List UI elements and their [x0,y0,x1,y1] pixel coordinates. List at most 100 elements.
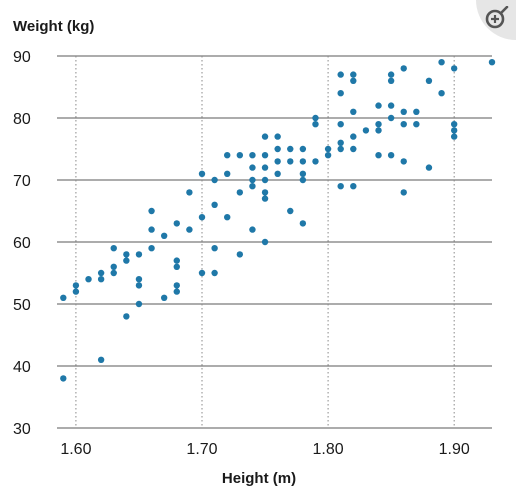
data-point [274,170,281,177]
tick-labels: 30 40 50 60 70 80 90 1.60 1.70 1.80 1.90 [13,49,470,458]
data-point [400,65,407,72]
data-point [362,127,370,134]
data-point [450,121,458,128]
data-point [97,356,105,363]
data-point [387,77,395,85]
data-point [450,127,458,134]
data-point [224,170,231,177]
data-point [110,269,117,277]
data-point [261,133,269,140]
x-tick-label: 1.70 [186,441,217,458]
data-point [299,220,307,227]
data-point [249,164,256,171]
data-point [274,145,281,153]
data-point [261,195,269,202]
y-tick-label: 50 [13,297,31,314]
data-point [148,245,155,252]
data-point [261,152,269,159]
x-tick-label: 1.90 [439,441,470,458]
data-point [249,152,256,159]
data-point [236,189,244,196]
data-point [387,102,395,109]
data-point [224,214,231,221]
data-point [400,121,407,128]
data-point [135,276,143,283]
data-point [249,176,256,184]
data-point [287,158,294,165]
data-point [274,133,281,140]
data-point [211,201,218,208]
data-point [413,108,420,116]
data-point [274,158,281,165]
data-point [211,269,218,277]
data-point [375,127,382,134]
data-point [425,164,433,171]
data-point [249,226,256,233]
data-point [387,71,395,78]
data-point [135,300,143,308]
x-tick-label: 1.80 [313,441,344,458]
data-point [261,176,269,184]
x-axis-label: Height (m) [222,470,296,487]
data-point [337,145,344,153]
data-point [173,288,180,295]
data-point [261,164,269,171]
data-point [72,288,80,295]
data-point [400,189,407,196]
data-point [60,375,67,382]
data-point [249,183,256,190]
data-point [413,121,420,128]
y-tick-label: 40 [13,359,31,376]
data-point [375,152,382,159]
data-point [97,269,105,277]
data-point [160,232,168,239]
data-point [400,158,407,165]
data-point [135,251,143,258]
data-point [198,170,206,177]
data-point [236,251,244,258]
data-point [425,77,433,85]
y-tick-label: 70 [13,173,31,190]
data-point [173,263,180,270]
y-tick-label: 30 [13,421,31,438]
zoom-in-icon [485,6,509,29]
data-point [350,133,357,140]
data-point [312,121,319,128]
data-point [324,145,332,153]
data-point [387,114,395,122]
data-point [224,152,231,159]
data-point [186,226,193,233]
data-point [110,263,117,270]
data-point [261,189,269,196]
data-point [173,257,180,264]
data-points [60,59,496,382]
data-point [375,102,382,109]
data-point [375,121,382,128]
data-point [85,276,92,283]
data-point [312,158,319,165]
data-point [148,226,155,233]
data-point [450,65,458,72]
y-tick-label: 60 [13,235,31,252]
y-axis-label: Weight (kg) [13,18,94,35]
x-tick-label: 1.60 [60,441,91,458]
data-point [299,176,307,184]
data-point [337,71,344,78]
data-point [299,158,307,165]
data-point [211,176,218,184]
data-point [160,294,168,301]
data-point [198,269,206,277]
data-point [350,77,357,85]
data-point [97,276,105,283]
data-point [148,207,155,215]
data-point [135,282,143,289]
y-tick-label: 90 [13,49,31,66]
data-point [350,183,357,190]
grid [57,55,492,429]
data-point [236,152,244,159]
data-point [337,90,344,97]
y-tick-label: 80 [13,111,31,128]
data-point [72,282,80,289]
data-point [337,139,344,146]
data-point [211,245,218,252]
